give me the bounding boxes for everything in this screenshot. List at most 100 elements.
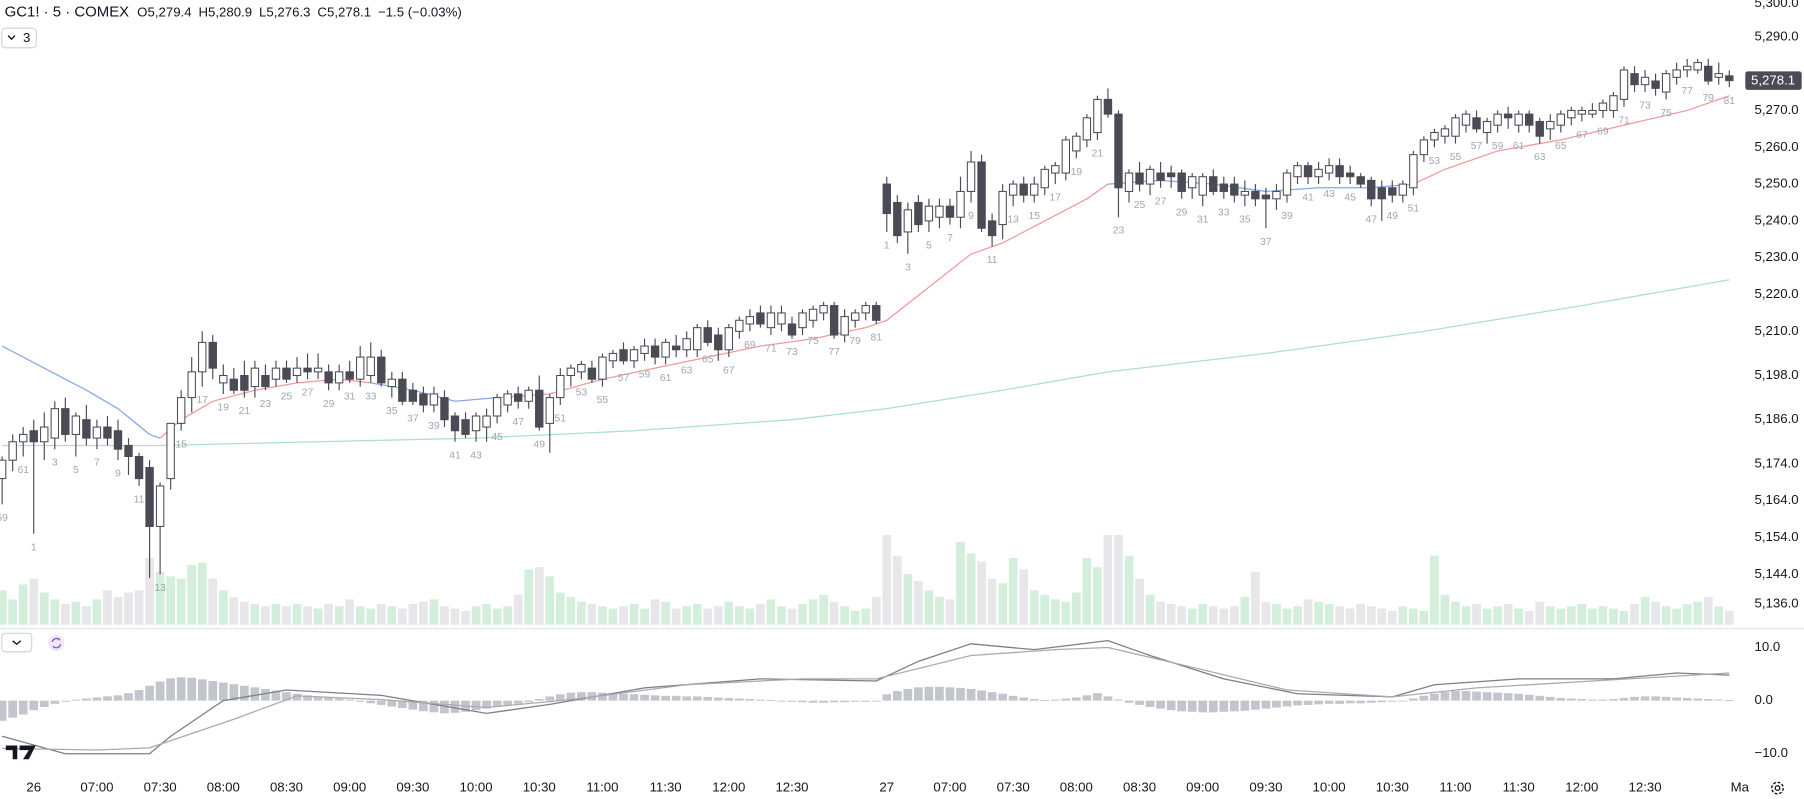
pane-collapse-button[interactable] bbox=[1, 632, 33, 653]
volume-bar bbox=[1093, 567, 1102, 625]
volume-bar bbox=[1377, 608, 1387, 625]
candle-body bbox=[303, 367, 312, 373]
candle-body bbox=[166, 422, 175, 480]
volume-bar bbox=[819, 594, 828, 625]
candle-body bbox=[1261, 194, 1271, 200]
macd-histogram-bar bbox=[1135, 700, 1144, 705]
macd-histogram-bar bbox=[1071, 697, 1081, 701]
indicators-button[interactable]: 3 bbox=[1, 27, 37, 49]
volume-bar bbox=[8, 599, 18, 625]
x-tick-label: 12:30 bbox=[1629, 780, 1662, 795]
volume-bar bbox=[1503, 603, 1513, 625]
volume-bar bbox=[914, 580, 923, 625]
volume-bar bbox=[1651, 601, 1660, 625]
volume-bar bbox=[145, 557, 154, 625]
x-tick-label: 07:00 bbox=[933, 780, 966, 795]
macd-histogram-bar bbox=[1008, 695, 1018, 701]
candle-body bbox=[1461, 113, 1471, 126]
macd-histogram-bar bbox=[1482, 692, 1492, 701]
candle-body bbox=[1019, 183, 1028, 196]
macd-histogram-bar bbox=[1672, 697, 1682, 701]
last-price-label: 5,278.1 bbox=[1751, 73, 1795, 88]
macd-histogram-bar bbox=[956, 687, 965, 701]
candle-body bbox=[945, 205, 955, 218]
bar-number: 1 bbox=[31, 542, 37, 553]
bar-number: 17 bbox=[196, 395, 208, 406]
bar-number: 65 bbox=[702, 355, 714, 366]
candle-body bbox=[1398, 183, 1408, 196]
candle-body bbox=[155, 485, 165, 527]
volume-bar bbox=[1145, 594, 1155, 625]
volume-bar bbox=[787, 608, 797, 625]
volume-bar bbox=[303, 606, 312, 625]
macd-histogram-bar bbox=[1029, 699, 1039, 701]
volume-bar bbox=[1387, 610, 1397, 625]
volume-bar bbox=[840, 606, 850, 625]
settings-button[interactable] bbox=[1771, 781, 1784, 795]
volume-bar bbox=[545, 576, 555, 625]
macd-histogram-bar bbox=[1377, 700, 1387, 703]
macd-histogram-bar bbox=[250, 687, 260, 701]
volume-bar bbox=[534, 567, 544, 625]
macd-histogram-bar bbox=[8, 700, 18, 718]
candle-body bbox=[1082, 117, 1092, 141]
volume-bar bbox=[419, 601, 428, 625]
volume-bar bbox=[1682, 603, 1692, 625]
macd-histogram-bar bbox=[840, 700, 850, 703]
macd-histogram-bar bbox=[745, 699, 755, 701]
candle-body bbox=[1672, 69, 1681, 78]
macd-histogram-bar bbox=[1419, 695, 1429, 701]
candle-body bbox=[703, 327, 712, 343]
macd-histogram-bar bbox=[1366, 700, 1376, 703]
volume-bar bbox=[1640, 597, 1650, 625]
volume-bar bbox=[239, 601, 249, 625]
candle-body bbox=[619, 349, 628, 362]
macd-tick-label: −10.0 bbox=[1754, 745, 1787, 760]
volume-bar bbox=[334, 606, 344, 625]
candle-body bbox=[1367, 179, 1376, 200]
bar-number: 31 bbox=[1197, 215, 1209, 226]
macd-line bbox=[2, 646, 1730, 751]
refresh-icon bbox=[51, 637, 62, 649]
bar-number: 29 bbox=[1176, 207, 1188, 218]
refresh-button[interactable] bbox=[48, 635, 65, 652]
macd-histogram-bar bbox=[482, 700, 491, 709]
candle-body bbox=[492, 397, 502, 417]
candle-body bbox=[1503, 113, 1513, 119]
macd-histogram-bar bbox=[1640, 696, 1650, 701]
x-tick-label: 10:00 bbox=[460, 780, 493, 795]
candle-body bbox=[1061, 139, 1071, 174]
volume-bar bbox=[619, 606, 628, 625]
candle-body bbox=[1430, 132, 1439, 141]
volume-bar bbox=[892, 555, 902, 625]
macd-histogram-bar bbox=[534, 699, 544, 701]
macd-histogram-bar bbox=[229, 684, 239, 701]
volume-bar bbox=[1019, 569, 1029, 625]
volume-bar bbox=[1135, 578, 1144, 625]
volume-bar bbox=[366, 608, 376, 625]
bar-number: 75 bbox=[1660, 108, 1672, 119]
x-tick-label: 27 bbox=[879, 780, 894, 795]
y-tick-label: 5,136.0 bbox=[1754, 595, 1798, 610]
volume-bar bbox=[282, 606, 291, 625]
candle-body bbox=[1272, 190, 1281, 200]
macd-histogram-bar bbox=[914, 687, 923, 701]
macd-histogram-bar bbox=[1156, 700, 1165, 709]
bar-number: 11 bbox=[987, 255, 998, 266]
macd-histogram-bar bbox=[376, 700, 386, 705]
volume-bar bbox=[1598, 606, 1608, 625]
macd-histogram-bar bbox=[566, 692, 576, 701]
high-value: 5,280.9 bbox=[208, 4, 252, 19]
bar-number: 79 bbox=[849, 336, 861, 347]
volume-bar bbox=[1693, 601, 1703, 625]
volume-bar bbox=[324, 603, 333, 625]
volume-bar bbox=[1588, 608, 1597, 625]
volume-bar bbox=[250, 603, 260, 625]
candle-body bbox=[1546, 120, 1555, 130]
macd-histogram-bar bbox=[1093, 693, 1102, 701]
open-value: 5,279.4 bbox=[147, 4, 191, 19]
volume-bar bbox=[197, 562, 207, 625]
y-tick-label: 5,144.0 bbox=[1754, 566, 1798, 581]
macd-histogram-bar bbox=[29, 700, 39, 711]
macd-histogram-bar bbox=[892, 691, 902, 701]
